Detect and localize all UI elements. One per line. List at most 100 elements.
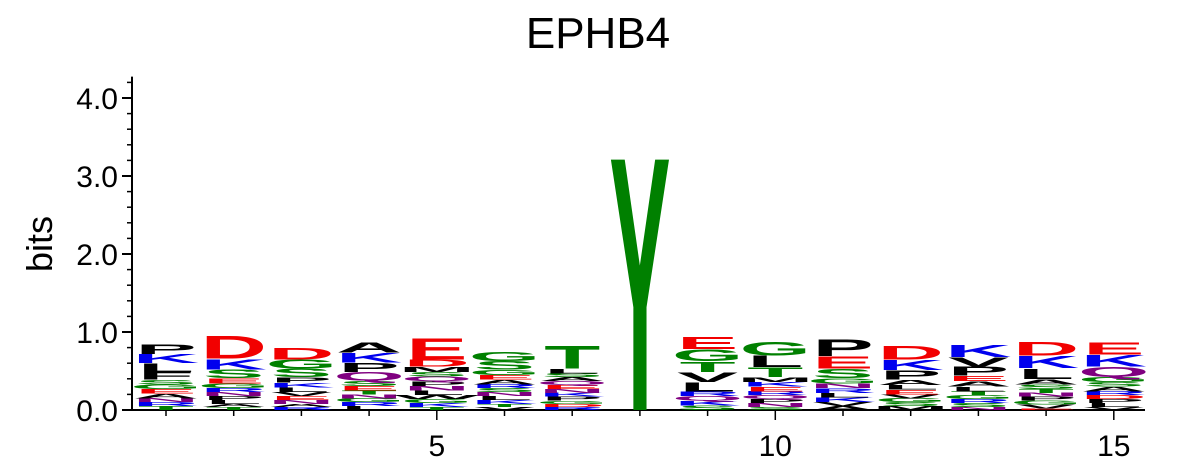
logo-letter-G: G: [1010, 400, 1081, 406]
logo-letter-N: N: [471, 391, 537, 397]
logo-letter-G: G: [875, 397, 946, 403]
logo-letter-G: G: [537, 400, 608, 405]
logo-letter-G: G: [672, 346, 743, 364]
y-tick-label: 3.0: [76, 161, 118, 194]
logo-letter-K: K: [742, 381, 808, 388]
logo-letter-G: G: [198, 382, 269, 389]
logo-letter-A: A: [471, 378, 537, 385]
logo-letter-A: A: [810, 405, 876, 411]
stack-position-8: Y: [609, 82, 670, 471]
logo-letter-E: E: [271, 395, 332, 401]
logo-letter-L: L: [476, 395, 532, 401]
logo-letter-M: M: [737, 376, 813, 383]
letter-stacks: TRNAEGSFLKPTALPNRGESKDRANEVLKPSGDLRGNTES…: [130, 82, 1149, 471]
logo-letter-G: G: [469, 368, 540, 377]
logo-letter-A: A: [268, 403, 334, 408]
logo-letter-N: N: [268, 399, 334, 405]
logo-letter-A: A: [878, 378, 944, 387]
logo-letter-P: P: [339, 360, 400, 374]
logo-letter-N: N: [945, 406, 1011, 411]
logo-letter-P: P: [135, 341, 196, 357]
y-tick-label: 1.0: [76, 317, 118, 350]
logo-letter-V: V: [677, 369, 739, 385]
logo-letter-T: T: [680, 358, 736, 375]
logo-letter-S: S: [339, 379, 400, 388]
logo-letter-T: T: [1018, 388, 1074, 394]
logo-letter-Q: Q: [740, 394, 811, 400]
logo-letter-L: L: [206, 399, 262, 405]
logo-letter-P: P: [271, 376, 332, 385]
logo-letter-T: T: [341, 389, 397, 395]
logo-letter-N: N: [336, 393, 402, 399]
logo-letter-N: N: [742, 402, 808, 408]
logo-letter-D: D: [1013, 338, 1079, 360]
logo-letter-L: L: [138, 361, 194, 374]
logo-letter-G: G: [333, 397, 404, 403]
logo-letter-R: R: [1081, 390, 1147, 396]
logo-letter-R: R: [945, 398, 1011, 404]
logo-letter-L: L: [1086, 402, 1142, 408]
logo-letter-G: G: [1078, 375, 1149, 384]
logo-letter-D: D: [539, 403, 605, 408]
logo-letter-N: N: [201, 391, 267, 397]
logo-letter-V: V: [1016, 404, 1077, 410]
logo-letter-S: S: [1083, 381, 1144, 388]
logo-letter-L: L: [409, 389, 465, 396]
logo-letter-R: R: [742, 390, 808, 396]
logo-letter-G: G: [943, 394, 1014, 400]
logo-letter-A: A: [945, 380, 1011, 389]
logo-letter-L: L: [815, 392, 871, 399]
logo-letter-Y: Y: [609, 82, 670, 471]
logo-letter-E: E: [1016, 408, 1077, 410]
y-tick-label: 0.0: [76, 395, 118, 428]
logo-letter-M: M: [873, 405, 949, 411]
logo-letter-Q: Q: [333, 370, 404, 383]
logo-letter-R: R: [539, 406, 605, 411]
logo-letter-G: G: [130, 383, 201, 390]
logo-letter-P: P: [1016, 396, 1077, 402]
logo-letter-K: K: [539, 392, 605, 398]
logo-letter-T: T: [544, 339, 600, 375]
y-tick-label: 2.0: [76, 239, 118, 272]
logo-letter-A: A: [539, 376, 605, 382]
logo-letter-K: K: [878, 357, 944, 374]
logo-letter-L: L: [341, 405, 397, 411]
logo-letter-A: A: [1013, 377, 1079, 386]
logo-letter-V: V: [1083, 406, 1144, 411]
logo-letter-R: R: [471, 383, 537, 389]
logo-letter-P: P: [880, 368, 941, 382]
logo-letter-T: T: [477, 403, 533, 408]
logo-letter-S: S: [948, 402, 1009, 408]
logo-letter-T: T: [138, 405, 194, 411]
logo-letter-R: R: [810, 387, 876, 394]
logo-letter-L: L: [883, 384, 939, 391]
logo-letter-D: D: [268, 344, 334, 362]
logo-letter-L: L: [273, 386, 329, 393]
logo-letter-M: M: [399, 365, 475, 374]
logo-letter-P: P: [948, 364, 1009, 378]
logo-letter-K: K: [201, 356, 267, 373]
logo-letter-N: N: [810, 382, 876, 389]
logo-letter-A: A: [201, 403, 267, 408]
logo-letter-N: N: [133, 397, 199, 403]
y-axis-label: bits: [19, 216, 60, 272]
logo-letter-E: E: [677, 333, 738, 352]
logo-letter-R: R: [268, 406, 334, 411]
logo-letter-L: L: [680, 380, 736, 394]
logo-letter-S: S: [677, 404, 738, 411]
logo-letter-S: S: [542, 372, 603, 378]
logo-letter-E: E: [812, 353, 873, 372]
logo-letter-N: N: [404, 385, 470, 392]
logo-letter-P: P: [812, 335, 873, 362]
logo-letter-V: V: [271, 391, 332, 397]
logo-letter-E: E: [542, 384, 603, 390]
logo-letter-V: V: [948, 355, 1010, 369]
logo-letter-W: W: [394, 394, 482, 400]
